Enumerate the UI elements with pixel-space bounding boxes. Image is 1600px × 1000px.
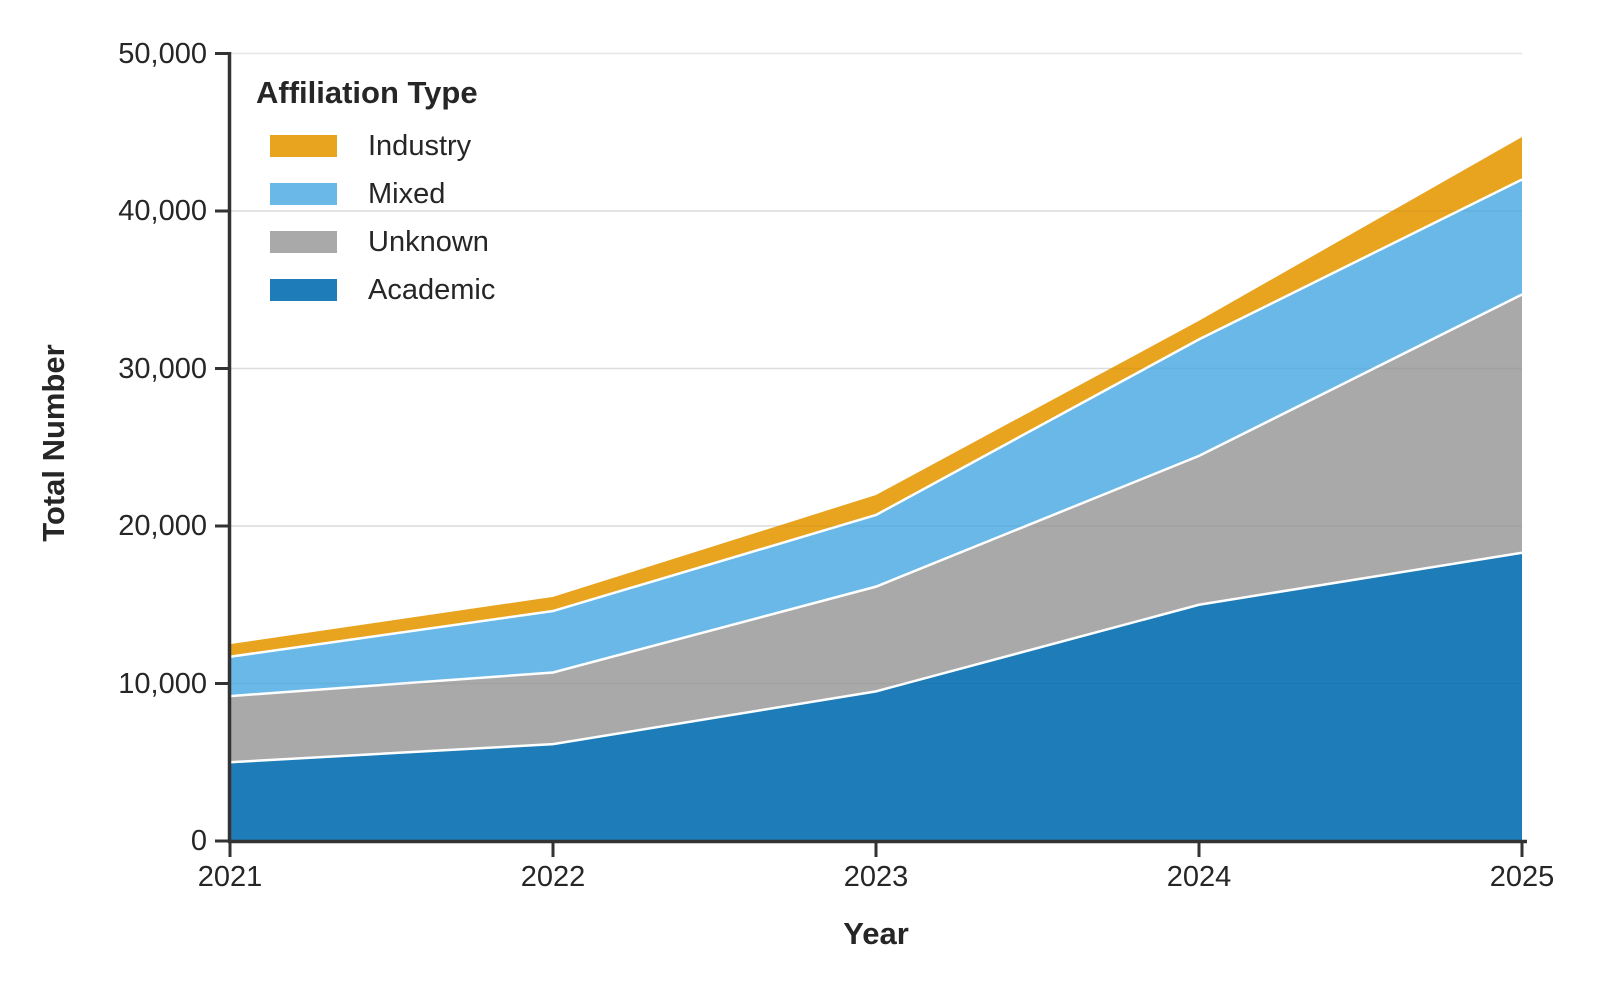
legend: Affiliation Type Industry Mixed Unknown Aca…: [256, 74, 495, 314]
area-academic: [230, 552, 1522, 841]
y-tick-label: 30,000: [118, 352, 207, 385]
legend-item-academic: Academic: [256, 266, 495, 314]
legend-item-industry: Industry: [256, 122, 495, 170]
x-tick-label: 2024: [1166, 861, 1232, 893]
area-unknown: [230, 294, 1522, 763]
legend-swatch-mixed: [270, 183, 337, 205]
legend-item-mixed: Mixed: [256, 170, 495, 218]
area-mixed: [230, 179, 1522, 697]
legend-title: Affiliation Type: [256, 75, 478, 110]
x-axis-label: Year: [843, 916, 909, 951]
x-tick-label: 2022: [520, 861, 586, 893]
y-axis-label: Total Number: [36, 344, 71, 542]
legend-item-label: Academic: [368, 274, 496, 306]
x-tick-label: 2025: [1489, 861, 1555, 893]
legend-items: Industry Mixed Unknown Academic: [256, 122, 495, 314]
band-separator: [229, 293, 1523, 698]
legend-swatch-industry: [270, 135, 337, 157]
y-tick-label: 10,000: [118, 667, 207, 700]
y-tick-label: 20,000: [118, 510, 207, 542]
legend-item-label: Mixed: [368, 178, 446, 210]
legend-swatch-unknown: [270, 231, 337, 253]
band-separator: [229, 178, 1523, 658]
legend-item-label: Industry: [368, 130, 472, 162]
y-tick-label: 0: [190, 825, 207, 857]
y-tick-label: 50,000: [118, 37, 207, 70]
legend-item-label: Unknown: [368, 226, 489, 258]
legend-item-unknown: Unknown: [256, 218, 495, 266]
x-tick-label: 2023: [843, 861, 909, 893]
legend-swatch-academic: [270, 279, 337, 301]
y-tick-label: 40,000: [118, 195, 207, 227]
x-tick-label: 2021: [197, 861, 263, 893]
band-separator: [229, 551, 1523, 764]
